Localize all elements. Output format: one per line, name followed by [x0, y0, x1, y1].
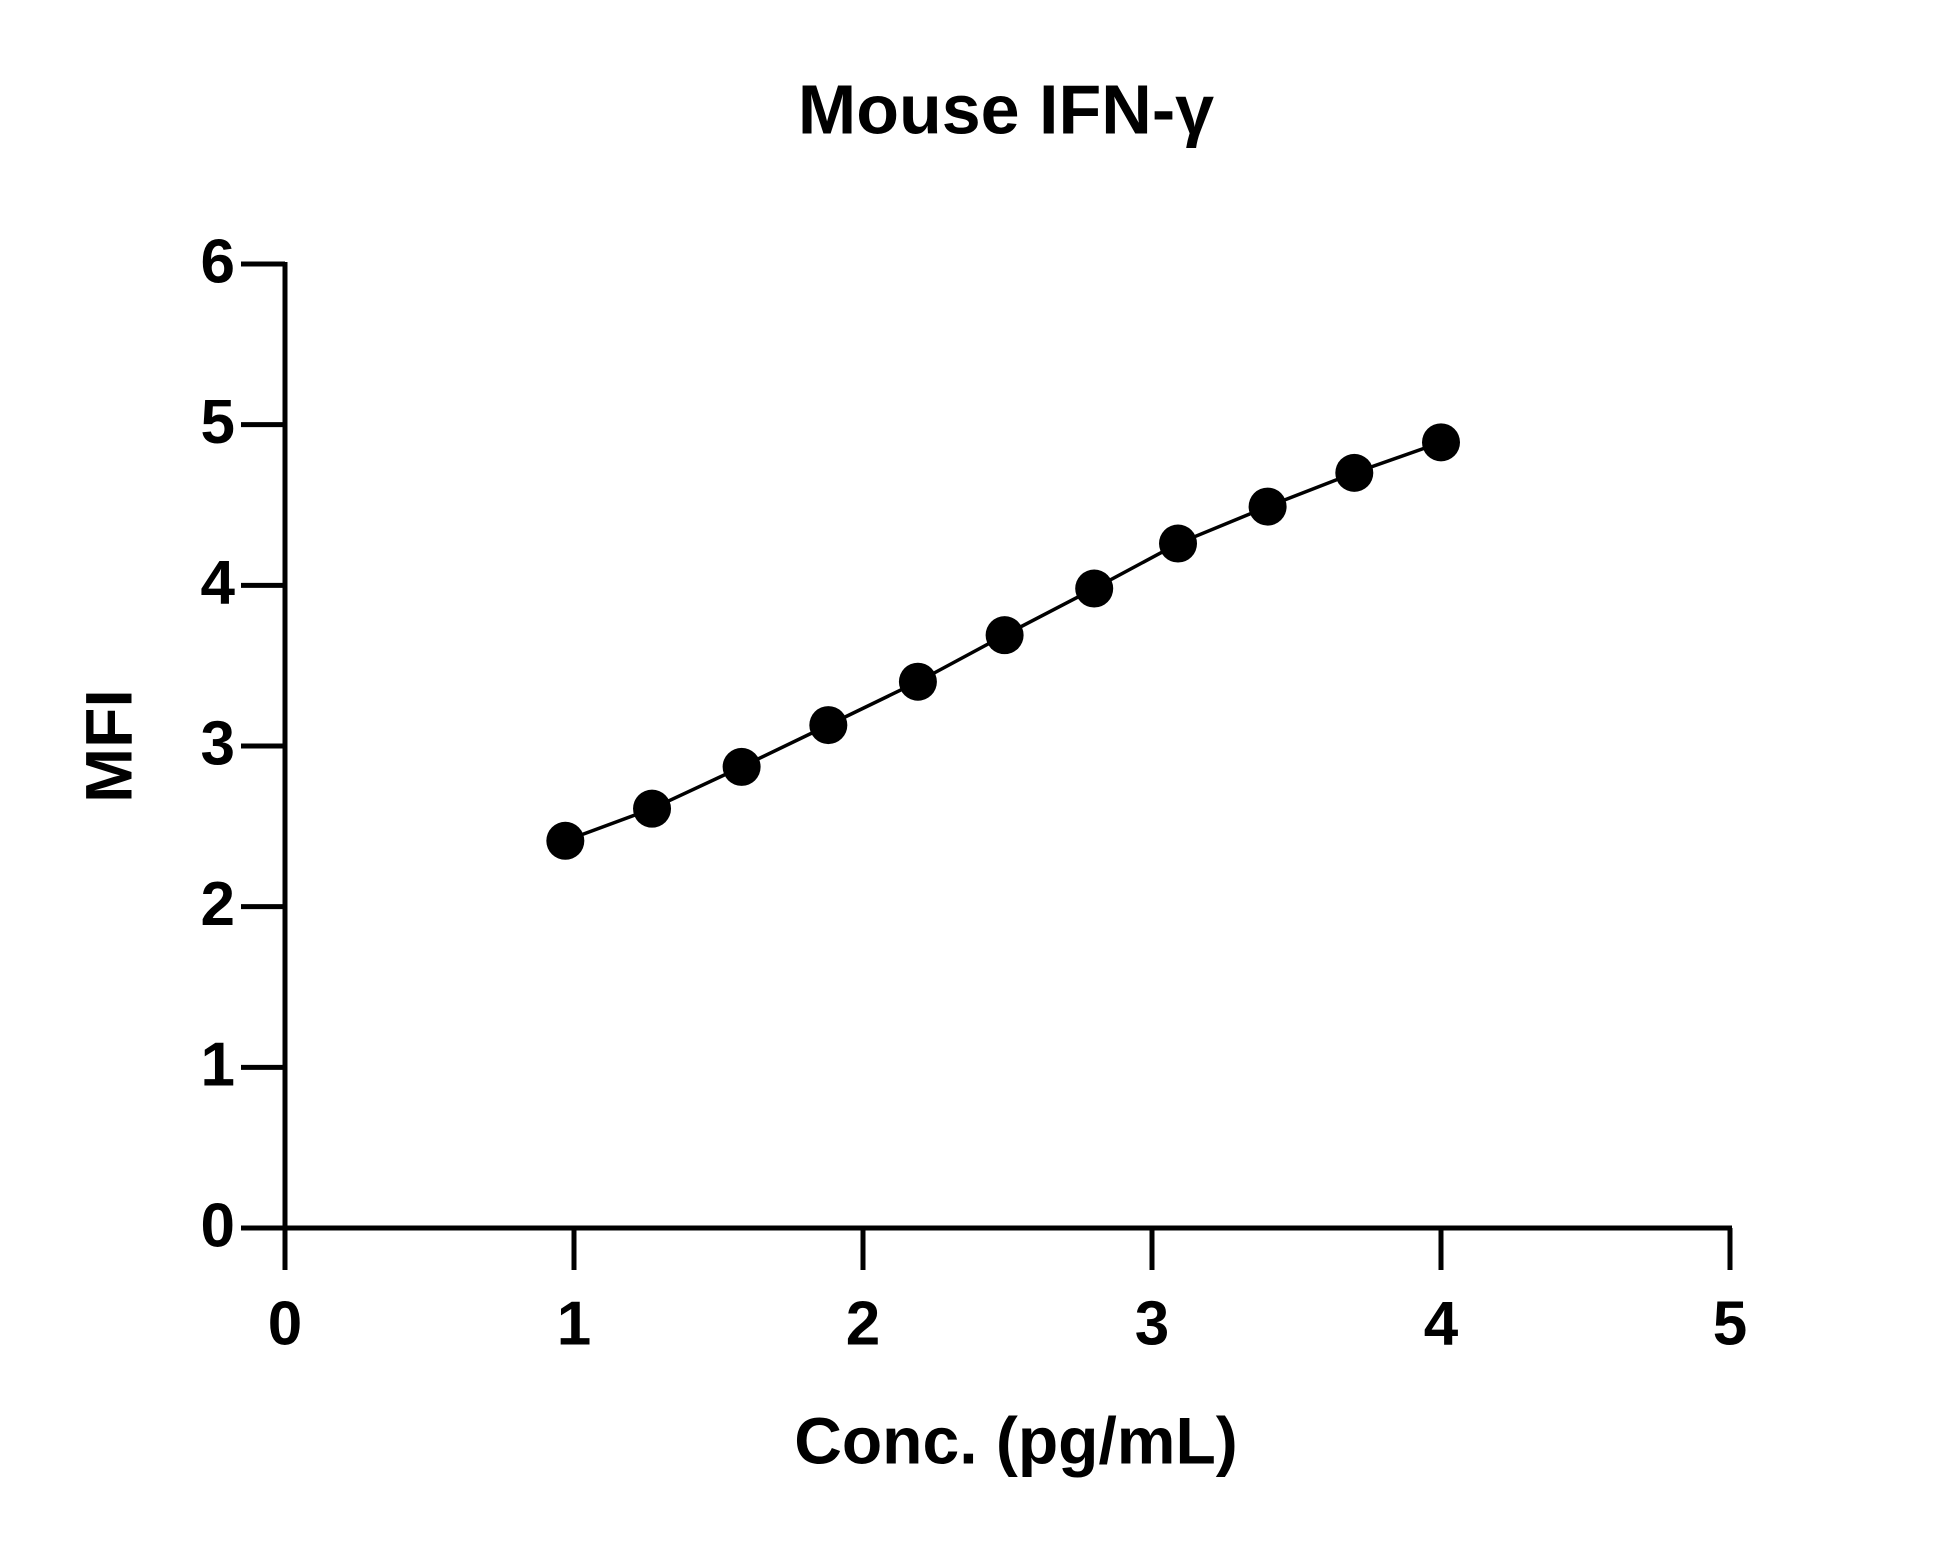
x-tick-label: 2: [846, 1289, 880, 1358]
data-point: [1422, 423, 1460, 462]
y-tick-label: 2: [201, 870, 235, 939]
data-point: [898, 662, 937, 701]
y-tick-label: 6: [201, 227, 235, 296]
x-axis-label: Conc. (pg/mL): [794, 1403, 1238, 1477]
x-tick-label: 3: [1135, 1289, 1169, 1358]
data-point: [546, 821, 585, 860]
x-tick-label: 0: [268, 1289, 302, 1358]
y-axis-label: MFI: [71, 689, 145, 803]
y-tick-label: 3: [201, 709, 235, 778]
y-tick-label: 1: [201, 1031, 235, 1100]
chart-title: Mouse IFN-γ: [798, 70, 1214, 148]
data-point: [633, 789, 672, 828]
data-point: [1159, 524, 1198, 563]
y-tick-label: 0: [201, 1191, 235, 1260]
y-tick-label: 4: [201, 549, 236, 618]
y-tick-label: 5: [201, 388, 235, 457]
data-point: [722, 747, 761, 786]
data-point: [985, 616, 1024, 655]
data-point: [1248, 487, 1287, 526]
x-tick-label: 4: [1424, 1289, 1459, 1358]
x-tick-label: 1: [557, 1289, 591, 1358]
data-point: [1335, 453, 1374, 492]
data-point: [809, 706, 848, 745]
data-point: [1075, 569, 1114, 608]
x-tick-label: 5: [1713, 1289, 1747, 1358]
